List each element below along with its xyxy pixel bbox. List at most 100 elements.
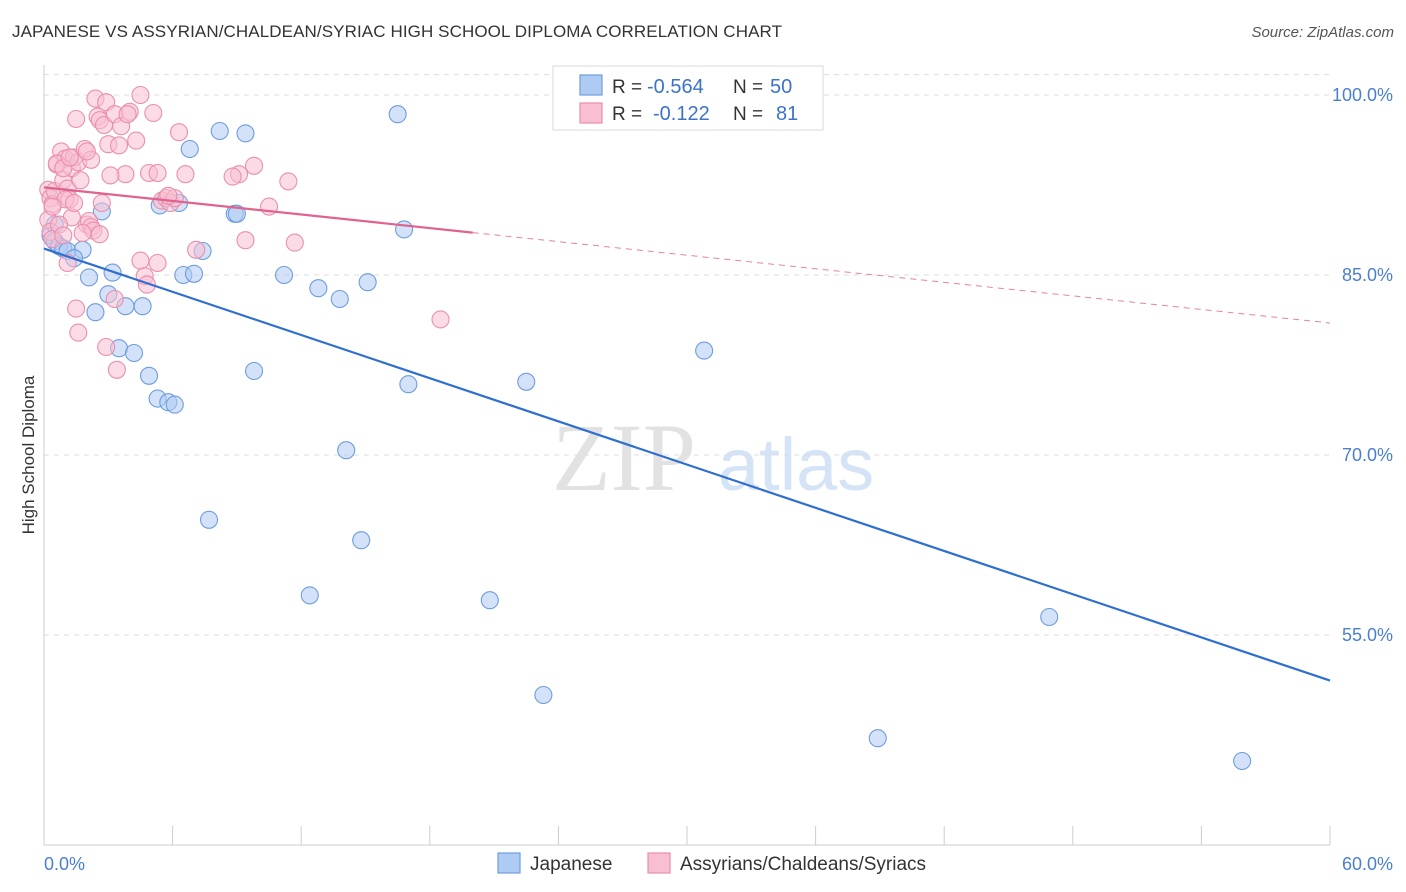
japanese-point (480, 591, 499, 610)
watermark-zip: ZIP (552, 404, 696, 511)
assyrian-point (148, 163, 167, 183)
assyrian-point (223, 167, 242, 186)
assyrian-legend-label: Assyrians/Chaldeans/Syriacs (680, 854, 926, 875)
japanese-point (330, 289, 349, 309)
assyrian-point (148, 253, 167, 273)
assyrian-point (176, 165, 195, 184)
japanese-point (210, 121, 229, 141)
y-tick-label: 70.0% (1342, 445, 1393, 465)
assyrian-point (67, 299, 86, 318)
japanese-point (79, 268, 99, 287)
y-tick-label: 85.0% (1342, 265, 1393, 285)
assyrian-point (236, 231, 255, 250)
japanese-bottom-swatch (497, 852, 521, 874)
japanese-point (395, 220, 414, 239)
assyrian-point (187, 240, 206, 259)
japanese-point (352, 531, 371, 550)
japanese-point (337, 441, 356, 460)
assyrian-point (137, 275, 156, 294)
stats-legend: R = -0.564 N = 50 R = -0.122 N = 81 (552, 65, 824, 131)
assyrian-trendline (43, 186, 473, 234)
legend-n-value-2: 81 (776, 103, 798, 125)
assyrian-point (90, 225, 109, 244)
japanese-point (309, 279, 328, 298)
legend-r-label-2: R = (612, 104, 642, 125)
japanese-point (695, 341, 714, 360)
assyrian-point (109, 136, 129, 155)
assyrian-point (54, 226, 73, 245)
assyrian-trendline-extension (472, 232, 1331, 324)
japanese-trendline (43, 247, 1331, 682)
assyrian-point (144, 103, 163, 123)
legend-n-value-1: 50 (770, 76, 792, 98)
assyrian-point (92, 193, 111, 213)
assyrian-point (97, 337, 116, 357)
trendlines (43, 186, 1331, 682)
assyrian-point (127, 131, 146, 150)
assyrian-point (67, 109, 86, 129)
legend-r-value-1: -0.564 (647, 76, 704, 98)
japanese-point (165, 395, 184, 414)
japanese-point (517, 372, 536, 391)
assyrian-point (431, 310, 450, 329)
assyrian-legend-swatch (579, 102, 603, 124)
assyrian-point (244, 156, 264, 175)
watermark-atlas: atlas (718, 423, 874, 506)
assyrian-point (279, 172, 298, 191)
japanese-point (139, 366, 159, 385)
assyrian-point (101, 166, 120, 185)
japanese-point (300, 586, 319, 605)
legend-r-value-2: -0.122 (653, 103, 710, 125)
source-label: Source: ZipAtlas.com (1251, 24, 1394, 41)
japanese-legend-label: Japanese (530, 854, 612, 875)
japanese-point (244, 361, 264, 381)
japanese-point (358, 273, 377, 292)
assyrian-point (43, 197, 62, 216)
y-tick-labels: 100.0% 85.0% 70.0% 55.0% (1332, 85, 1393, 645)
japanese-point (124, 343, 144, 363)
assyrian-point (118, 105, 137, 124)
japanese-point (236, 124, 255, 143)
x-tick-label: 0.0% (44, 854, 85, 874)
assyrian-point (131, 85, 150, 105)
japanese-point (227, 204, 246, 223)
assyrian-point (105, 289, 124, 309)
chart-title: JAPANESE VS ASSYRIAN/CHALDEAN/SYRIAC HIG… (12, 22, 783, 41)
assyrian-point (73, 223, 92, 243)
assyrian-point (77, 142, 96, 161)
japanese-point (199, 510, 219, 529)
assyrian-point (107, 360, 126, 379)
assyrian-points (39, 85, 450, 379)
y-axis-label: High School Diploma (19, 375, 38, 534)
y-tick-label: 100.0% (1332, 85, 1393, 105)
legend-n-label-1: N = (733, 77, 763, 98)
assyrian-point (69, 323, 88, 342)
assyrian-bottom-swatch (647, 852, 671, 874)
assyrian-point (116, 165, 135, 184)
assyrian-point (71, 171, 90, 190)
assyrian-point (64, 193, 84, 213)
japanese-point (1233, 751, 1252, 771)
japanese-point (534, 685, 553, 705)
legend-r-label-1: R = (612, 77, 642, 98)
japanese-point (399, 375, 418, 394)
x-tick-labels: 0.0% 60.0% (44, 854, 1393, 874)
japanese-point (180, 139, 199, 159)
gridlines (44, 74, 1330, 636)
series-legend: Japanese Assyrians/Chaldeans/Syriacs (497, 852, 926, 875)
japanese-point (1040, 607, 1059, 627)
japanese-point (275, 265, 294, 285)
assyrian-point (285, 233, 304, 252)
legend-n-label-2: N = (733, 104, 763, 125)
assyrian-point (131, 251, 150, 270)
japanese-point (388, 105, 407, 124)
japanese-point (184, 264, 204, 283)
y-tick-label: 55.0% (1342, 625, 1393, 645)
x-tick-label: 60.0% (1342, 854, 1393, 874)
assyrian-point (60, 148, 79, 167)
japanese-point (868, 729, 887, 748)
japanese-legend-swatch (579, 74, 603, 96)
assyrian-point (169, 123, 189, 142)
japanese-point (133, 297, 152, 316)
